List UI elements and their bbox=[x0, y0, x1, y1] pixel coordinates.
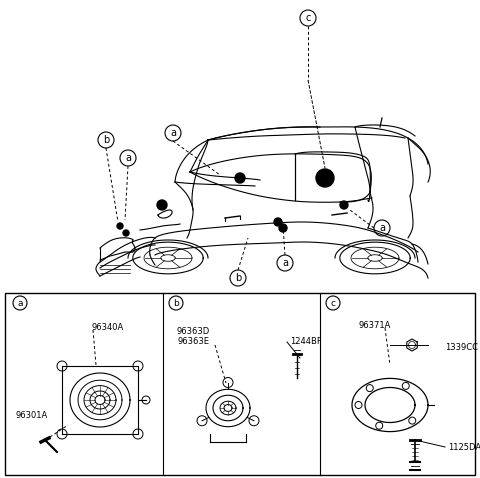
Text: 96363E: 96363E bbox=[177, 337, 209, 347]
Circle shape bbox=[274, 218, 282, 226]
Bar bbox=[5, 293, 475, 475]
Text: 96340A: 96340A bbox=[92, 323, 124, 332]
Circle shape bbox=[340, 201, 348, 209]
Text: a: a bbox=[282, 258, 288, 268]
Text: a: a bbox=[125, 153, 131, 163]
Circle shape bbox=[279, 224, 287, 232]
Circle shape bbox=[316, 169, 334, 187]
Text: c: c bbox=[305, 13, 311, 23]
Text: 1339CC: 1339CC bbox=[445, 343, 478, 351]
Text: b: b bbox=[235, 273, 241, 283]
Circle shape bbox=[235, 173, 245, 183]
Text: 1244BF: 1244BF bbox=[290, 337, 322, 347]
Text: a: a bbox=[170, 128, 176, 138]
Text: 96371A: 96371A bbox=[359, 321, 391, 329]
Text: a: a bbox=[17, 298, 23, 307]
Text: 1125DA: 1125DA bbox=[448, 443, 480, 452]
Text: b: b bbox=[103, 135, 109, 145]
Text: 96363D: 96363D bbox=[176, 327, 210, 337]
Text: a: a bbox=[379, 223, 385, 233]
Circle shape bbox=[123, 230, 129, 236]
Circle shape bbox=[117, 223, 123, 229]
Text: c: c bbox=[331, 298, 336, 307]
Text: b: b bbox=[173, 298, 179, 307]
Circle shape bbox=[157, 200, 167, 210]
Text: 96301A: 96301A bbox=[16, 411, 48, 420]
